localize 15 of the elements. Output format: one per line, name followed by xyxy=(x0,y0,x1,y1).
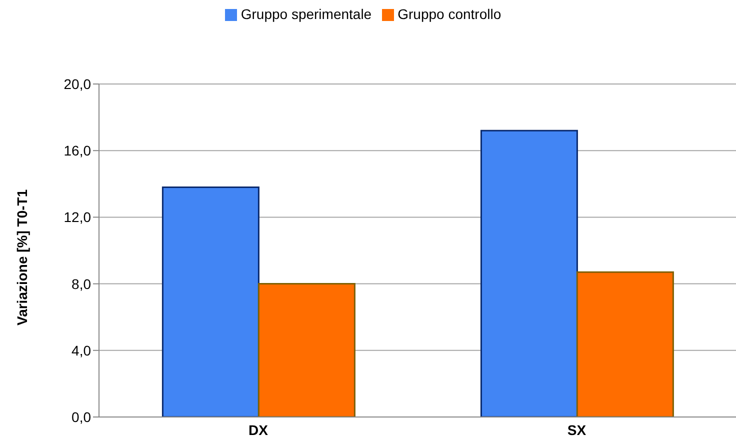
y-tick-label: 16,0 xyxy=(64,142,92,159)
y-axis-title: Variazione [%] T0-T1 xyxy=(14,189,30,326)
x-tick-label: DX xyxy=(248,422,269,438)
y-tick-label: 12,0 xyxy=(64,209,92,226)
bar xyxy=(576,271,674,417)
y-tick-label: 8,0 xyxy=(72,276,92,292)
bar xyxy=(162,186,260,417)
x-tick-label: SX xyxy=(567,422,587,438)
y-tick-label: 20,0 xyxy=(64,76,92,92)
y-tick-label: 4,0 xyxy=(72,342,92,358)
bar xyxy=(258,283,356,417)
legend-label: Gruppo controllo xyxy=(398,6,502,22)
y-tick-label: 0,0 xyxy=(72,408,92,425)
legend-label: Gruppo sperimentale xyxy=(240,6,372,22)
bar xyxy=(480,130,578,417)
